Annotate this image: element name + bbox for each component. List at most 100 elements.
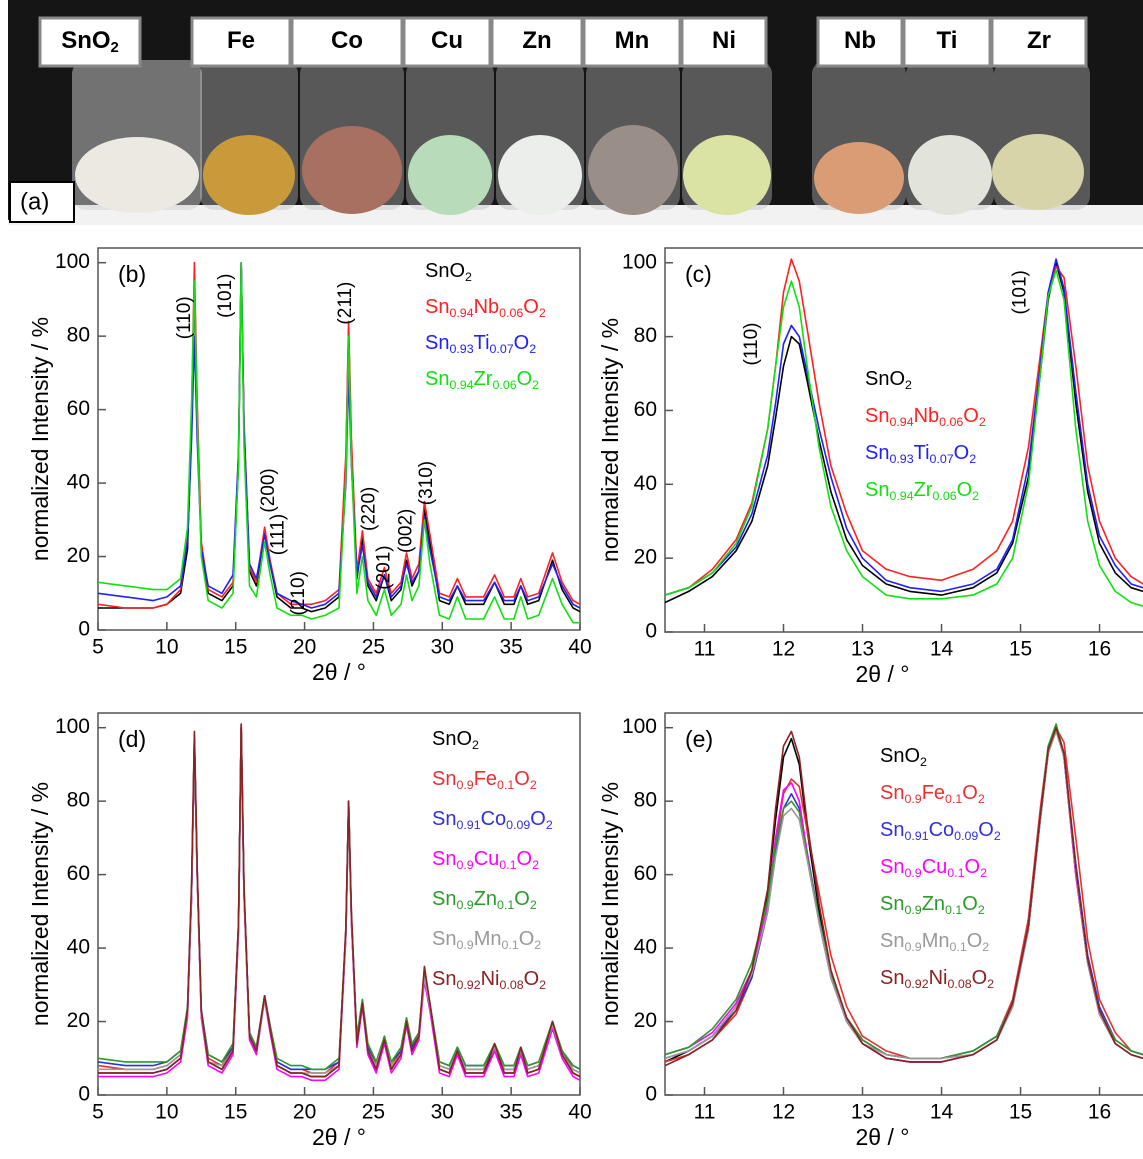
x-tick-label: 5 bbox=[92, 636, 104, 659]
y-tick-label: 20 bbox=[634, 1009, 657, 1032]
y-tick-label: 60 bbox=[67, 862, 90, 885]
sample-box bbox=[680, 16, 768, 68]
x-axis-label: 2θ / ° bbox=[312, 659, 366, 685]
y-tick-label: 60 bbox=[67, 397, 90, 420]
sample-label: Ti bbox=[937, 27, 958, 54]
x-tick-label: 15 bbox=[1009, 638, 1032, 661]
sample-label: Ni bbox=[712, 27, 736, 54]
legend-entry: Sn0.9Mn0.1O2 bbox=[880, 930, 989, 954]
series-line bbox=[665, 726, 1143, 1067]
x-tick-label: 20 bbox=[293, 636, 316, 659]
panel-label: (d) bbox=[118, 726, 146, 752]
x-tick-label: 14 bbox=[930, 1101, 954, 1124]
legend-entry: Sn0.9Cu0.1O2 bbox=[880, 856, 987, 880]
x-tick-label: 30 bbox=[431, 1101, 454, 1124]
panel-label: (e) bbox=[685, 726, 713, 752]
y-axis-label: normalized Intensity / % bbox=[597, 318, 623, 562]
x-tick-label: 11 bbox=[694, 638, 716, 661]
y-tick-label: 20 bbox=[67, 1009, 90, 1032]
y-tick-label: 40 bbox=[67, 936, 90, 959]
x-tick-label: 40 bbox=[568, 636, 591, 659]
legend-entry: Sn0.94Zr0.06O2 bbox=[865, 479, 979, 503]
peak-label: (211) bbox=[335, 282, 356, 325]
x-tick-label: 13 bbox=[851, 638, 874, 661]
x-tick-label: 5 bbox=[92, 1101, 104, 1124]
plot-frame bbox=[664, 247, 1143, 633]
sample-label: Co bbox=[331, 27, 363, 54]
series-line bbox=[98, 261, 580, 624]
legend-entry: Sn0.92Ni0.08O2 bbox=[432, 968, 546, 992]
series-line bbox=[665, 269, 1143, 607]
y-axis-label: normalized Intensity / % bbox=[597, 782, 623, 1026]
legend-entry: Sn0.9Fe0.1O2 bbox=[432, 768, 537, 792]
y-tick-label: 40 bbox=[634, 936, 657, 959]
x-tick-label: 20 bbox=[293, 1101, 316, 1124]
legend-entry: SnO2 bbox=[865, 368, 912, 392]
peak-label: (111) bbox=[267, 514, 288, 556]
sample-box bbox=[582, 16, 682, 68]
y-tick-label: 0 bbox=[78, 1083, 90, 1106]
legend-entry: Sn0.94Nb0.06O2 bbox=[865, 405, 986, 429]
peak-label: (110) bbox=[174, 296, 195, 339]
peak-label: (101) bbox=[215, 274, 236, 318]
sample-box bbox=[902, 16, 992, 68]
legend-entry: Sn0.92Ni0.08O2 bbox=[880, 967, 994, 991]
sample-label: SnO2 bbox=[61, 27, 119, 56]
x-axis-label: 2θ / ° bbox=[312, 1124, 366, 1150]
x-tick-label: 25 bbox=[362, 636, 385, 659]
peak-label: (310) bbox=[416, 461, 437, 505]
panel-label-box bbox=[9, 181, 75, 223]
sample-label: Fe bbox=[227, 27, 255, 54]
y-tick-label: 60 bbox=[634, 862, 657, 885]
y-tick-label: 60 bbox=[634, 398, 657, 421]
peak-label: (220) bbox=[358, 487, 379, 531]
peak-label: (110) bbox=[741, 323, 762, 366]
sample-box bbox=[38, 16, 142, 68]
y-tick-label: 100 bbox=[622, 250, 657, 273]
legend-entry: SnO2 bbox=[880, 745, 927, 769]
x-axis-label: 2θ / ° bbox=[856, 661, 910, 687]
x-tick-label: 12 bbox=[772, 638, 795, 661]
legend-entry: Sn0.91Co0.09O2 bbox=[432, 808, 553, 832]
y-tick-label: 80 bbox=[67, 324, 90, 347]
legend-entry: Sn0.9Cu0.1O2 bbox=[432, 848, 539, 872]
y-tick-label: 40 bbox=[67, 471, 90, 494]
vials bbox=[72, 60, 1090, 215]
legend-entry: Sn0.94Nb0.06O2 bbox=[425, 296, 546, 320]
y-tick-label: 40 bbox=[634, 472, 657, 495]
series-line bbox=[665, 262, 1143, 604]
series-line bbox=[98, 723, 580, 1078]
x-axis-label: 2θ / ° bbox=[856, 1124, 910, 1150]
peak-label: (200) bbox=[258, 468, 279, 512]
x-tick-label: 15 bbox=[1009, 1101, 1032, 1124]
y-axis-label: normalized Intensity / % bbox=[27, 317, 53, 561]
legend-entry: SnO2 bbox=[425, 260, 472, 284]
y-tick-label: 100 bbox=[55, 715, 90, 738]
x-tick-label: 13 bbox=[851, 1101, 874, 1124]
legend-entry: Sn0.9Zn0.1O2 bbox=[432, 888, 537, 912]
legend-entry: SnO2 bbox=[432, 728, 479, 752]
y-tick-label: 0 bbox=[645, 1083, 657, 1106]
x-tick-label: 35 bbox=[499, 1101, 522, 1124]
y-axis-label: normalized Intensity / % bbox=[27, 782, 53, 1026]
x-tick-label: 15 bbox=[224, 1101, 247, 1124]
x-tick-label: 11 bbox=[694, 1101, 716, 1124]
sample-label: Nb bbox=[844, 27, 876, 54]
y-tick-label: 20 bbox=[67, 544, 90, 567]
y-tick-label: 100 bbox=[55, 250, 90, 273]
legend-entry: Sn0.9Zn0.1O2 bbox=[880, 893, 985, 917]
panel-label: (c) bbox=[685, 261, 712, 287]
peak-label: (201) bbox=[373, 545, 394, 589]
sample-label: Zr bbox=[1027, 27, 1051, 54]
legend-entry: Sn0.9Fe0.1O2 bbox=[880, 782, 985, 806]
y-tick-label: 0 bbox=[78, 618, 90, 641]
series-line bbox=[665, 258, 1143, 596]
sample-box bbox=[490, 16, 584, 68]
x-tick-label: 16 bbox=[1088, 1101, 1111, 1124]
x-tick-label: 30 bbox=[431, 636, 454, 659]
legend-entry: Sn0.9Mn0.1O2 bbox=[432, 928, 541, 952]
y-tick-label: 80 bbox=[634, 789, 657, 812]
panel-label: (b) bbox=[118, 261, 146, 287]
peak-label: (101) bbox=[1010, 270, 1031, 314]
